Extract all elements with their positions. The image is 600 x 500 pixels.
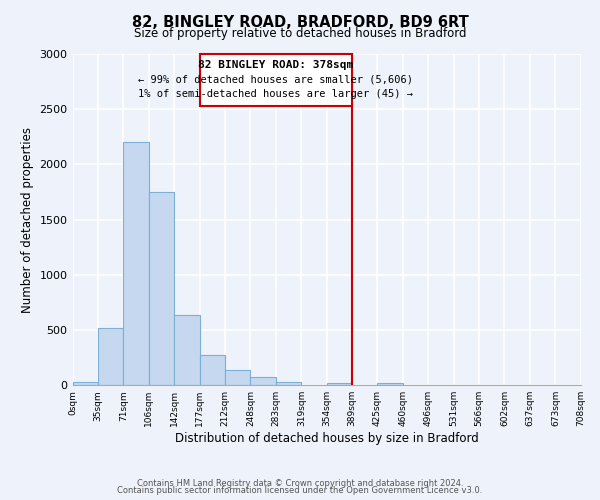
Text: Size of property relative to detached houses in Bradford: Size of property relative to detached ho… [134, 28, 466, 40]
Bar [98, 328, 123, 385]
FancyBboxPatch shape [200, 54, 352, 106]
Bar [352, 384, 377, 385]
Bar [301, 384, 326, 385]
Bar [200, 356, 224, 385]
Bar [377, 383, 403, 385]
Text: 82 BINGLEY ROAD: 378sqm: 82 BINGLEY ROAD: 378sqm [198, 60, 353, 70]
Text: Contains public sector information licensed under the Open Government Licence v3: Contains public sector information licen… [118, 486, 482, 495]
Text: 1% of semi-detached houses are larger (45) →: 1% of semi-detached houses are larger (4… [138, 90, 413, 100]
Bar [275, 382, 301, 385]
Y-axis label: Number of detached properties: Number of detached properties [21, 126, 34, 312]
X-axis label: Distribution of detached houses by size in Bradford: Distribution of detached houses by size … [175, 432, 478, 445]
Bar [326, 383, 352, 385]
Text: Contains HM Land Registry data © Crown copyright and database right 2024.: Contains HM Land Registry data © Crown c… [137, 478, 463, 488]
Text: ← 99% of detached houses are smaller (5,606): ← 99% of detached houses are smaller (5,… [138, 75, 413, 85]
Bar [175, 314, 200, 385]
Bar [124, 142, 149, 385]
Bar [73, 382, 98, 385]
Bar [149, 192, 174, 385]
Bar [250, 377, 275, 385]
Text: 82, BINGLEY ROAD, BRADFORD, BD9 6RT: 82, BINGLEY ROAD, BRADFORD, BD9 6RT [131, 15, 469, 30]
Bar [224, 370, 250, 385]
